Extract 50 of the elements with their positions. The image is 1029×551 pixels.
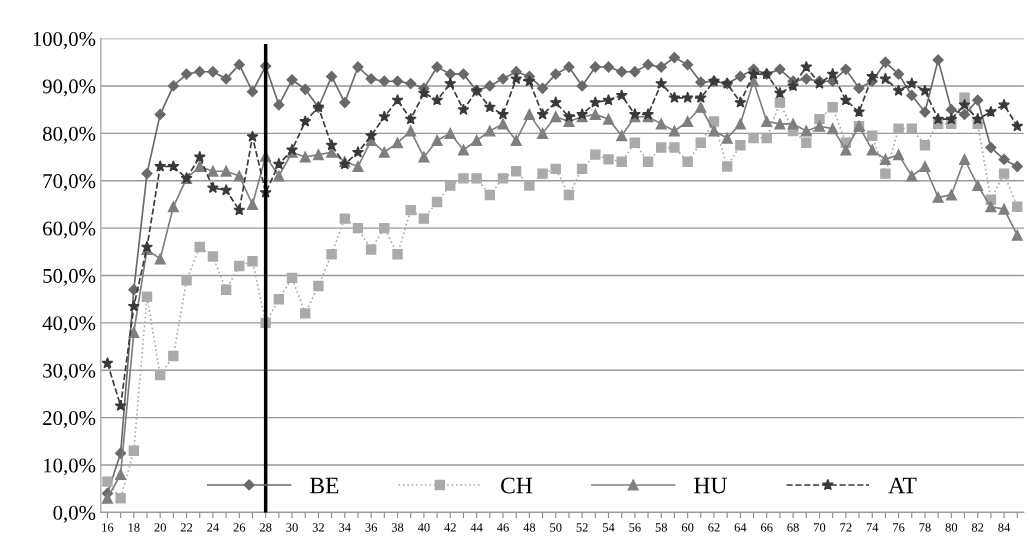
y-tick-label: 60,0% [43,221,96,239]
x-tick-label: 28 [259,523,272,532]
x-tick-label: 22 [180,523,193,532]
x-tick-label: 82 [971,523,984,532]
y-tick-label: 80,0% [42,126,96,144]
x-tick-label: 80 [945,523,958,532]
x-tick-label: 84 [998,523,1011,532]
x-tick-label: 58 [655,523,668,532]
x-tick-label: 78 [919,523,931,532]
x-tick-label: 32 [312,523,324,532]
y-tick-label: 30,0% [43,363,96,381]
legend-label: BE [310,477,339,494]
x-tick-label: 50 [550,523,562,532]
x-tick-label: 46 [497,523,509,532]
x-tick-label: 74 [866,523,879,532]
x-tick-label: 38 [391,523,404,532]
x-tick-label: 48 [523,523,536,532]
x-tick-label: 66 [761,523,773,532]
x-tick-label: 44 [470,523,483,532]
x-tick-label: 36 [365,523,378,532]
x-tick-label: 56 [629,523,641,532]
x-tick-label: 42 [444,523,456,532]
y-tick-label: 90,0% [42,79,96,97]
x-tick-label: 76 [893,523,905,532]
x-tick-label: 16 [102,523,114,532]
x-tick-label: 64 [734,523,747,532]
y-tick-label: 100,0% [33,31,96,49]
x-tick-label: 24 [207,523,219,532]
x-tick-label: 70 [814,523,826,532]
y-tick-label: 20,0% [43,411,96,429]
x-tick-label: 20 [154,523,166,532]
legend-label: AT [888,477,917,494]
y-tick-label: 70,0% [43,174,96,192]
x-tick-label: 54 [602,523,615,532]
x-tick-label: 26 [233,523,246,532]
x-tick-label: 18 [128,523,140,532]
y-tick-label: 40,0% [42,316,96,334]
x-tick-label: 30 [286,523,298,532]
y-tick-label: 10,0% [44,458,96,476]
x-tick-label: 52 [576,523,588,532]
x-tick-label: 40 [417,523,430,532]
x-tick-label: 62 [708,523,720,532]
x-tick-label: 34 [339,523,351,532]
y-tick-label: 0,0% [53,505,96,523]
x-tick-label: 60 [681,523,694,532]
x-tick-label: 68 [787,523,799,532]
legend-label: CH [501,477,533,494]
y-tick-label: 50,0% [43,268,96,286]
x-tick-label: 72 [840,523,852,532]
legend-label: HU [694,477,728,494]
